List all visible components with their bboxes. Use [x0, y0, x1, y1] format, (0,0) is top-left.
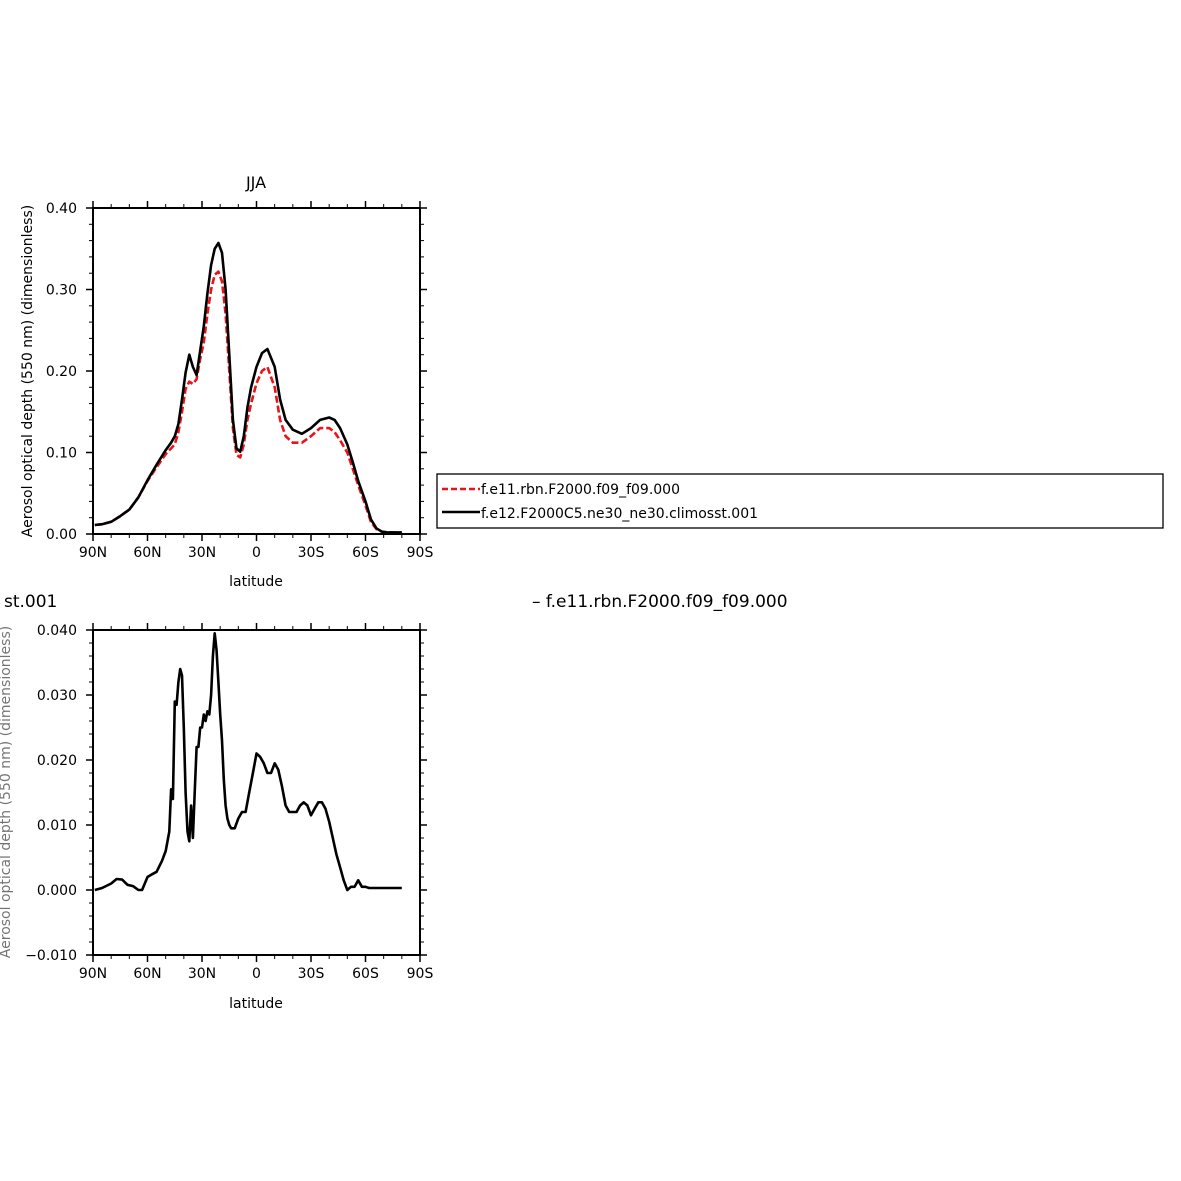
top-x-tick-label: 30N: [188, 545, 216, 561]
legend-label-series-1: f.e11.rbn.F2000.f09_f09.000: [481, 482, 680, 498]
top-series: [94, 241, 402, 534]
bottom-panel: st.001 – f.e11.rbn.F2000.f09_f09.000 Aer…: [0, 592, 788, 1012]
bottom-tick-labels: 90N 60N 30N 0 30S 60S 90S −0.010 0.000 0.010 0.020…: [25, 623, 433, 982]
legend: f.e11.rbn.F2000.f09_f09.000 f.e12.F2000C…: [436, 473, 1164, 529]
bottom-y-axis-label: Aerosol optical depth (550 nm) (dimensio…: [0, 626, 14, 958]
bottom-y-tick-label: 0.020: [37, 753, 77, 769]
bottom-y-tick-label: 0.040: [37, 623, 77, 639]
legend-label-series-2: f.e12.F2000C5.ne30_ne30.climosst.001: [481, 506, 758, 522]
bottom-series: [94, 631, 402, 892]
legend-box: [436, 473, 1164, 529]
bottom-title-right: – f.e11.rbn.F2000.f09_f09.000: [532, 592, 788, 612]
bottom-y-tick-label: 0.010: [37, 818, 77, 834]
bottom-ticks: [86, 623, 427, 962]
top-series-line-1: [94, 270, 402, 534]
bottom-x-axis-label: latitude: [229, 996, 283, 1012]
top-y-tick-label: 0.40: [46, 201, 77, 217]
bottom-x-tick-label: 90S: [407, 966, 434, 982]
bottom-x-tick-label: 90N: [79, 966, 107, 982]
bottom-x-tick-label: 30N: [188, 966, 216, 982]
top-series-line-2: [94, 241, 402, 534]
bottom-x-tick-label: 0: [252, 966, 261, 982]
bottom-x-tick-label: 60S: [352, 966, 379, 982]
top-plot-frame: [92, 207, 421, 535]
top-x-tick-label: 90N: [79, 545, 107, 561]
top-x-tick-label: 60N: [133, 545, 161, 561]
bottom-y-tick-label: −0.010: [25, 948, 77, 964]
top-x-axis-label: latitude: [229, 574, 283, 590]
bottom-plot-frame: [92, 629, 421, 956]
bottom-x-tick-label: 30S: [298, 966, 325, 982]
top-x-tick-label: 60S: [352, 545, 379, 561]
top-x-tick-label: 0: [252, 545, 261, 561]
top-panel: JJA Aerosol optical depth (550 nm) (dime…: [20, 173, 433, 590]
top-tick-labels: 90N 60N 30N 0 30S 60S 90S 0.00 0.10 0.20 0.30 0.40: [46, 201, 434, 561]
bottom-y-tick-label: 0.030: [37, 688, 77, 704]
top-chart-title: JJA: [245, 173, 266, 192]
top-x-tick-label: 90S: [407, 545, 434, 561]
top-x-tick-label: 30S: [298, 545, 325, 561]
top-y-tick-label: 0.00: [46, 527, 77, 543]
bottom-y-tick-label: 0.000: [37, 883, 77, 899]
bottom-x-tick-label: 60N: [133, 966, 161, 982]
bottom-series-line-1: [94, 631, 402, 892]
top-y-tick-label: 0.10: [46, 446, 77, 462]
top-y-tick-label: 0.20: [46, 364, 77, 380]
top-y-tick-label: 0.30: [46, 283, 77, 299]
top-y-axis-label: Aerosol optical depth (550 nm) (dimensio…: [20, 205, 36, 537]
bottom-title-fragment: st.001: [4, 592, 57, 612]
